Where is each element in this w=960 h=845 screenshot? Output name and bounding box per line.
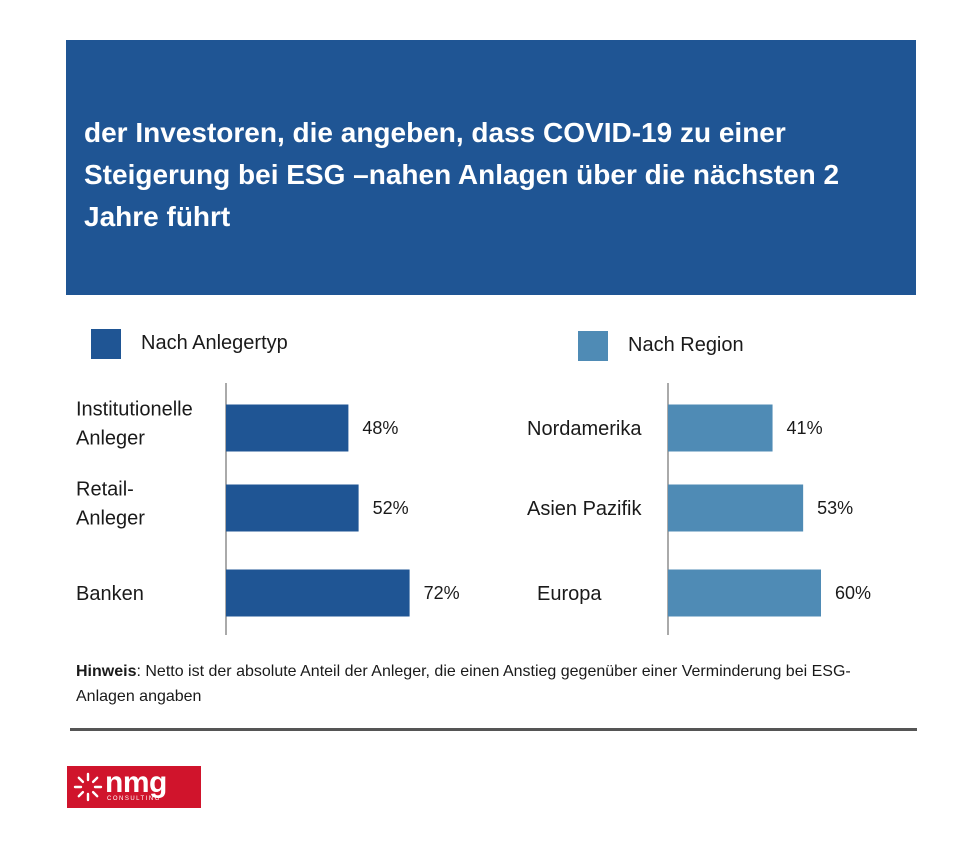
- chart-title: der Investoren, die angeben, dass COVID-…: [84, 117, 840, 232]
- value-label: 52%: [373, 498, 409, 518]
- nmg-logo: nmg CONSULTING: [67, 766, 201, 808]
- bar: [668, 484, 804, 532]
- category-label: Anleger: [76, 428, 145, 450]
- bar: [226, 484, 359, 532]
- category-label: Anleger: [76, 508, 145, 530]
- bar: [668, 404, 773, 452]
- starburst-icon: [73, 772, 103, 802]
- bar: [668, 569, 821, 617]
- category-label: Asien Pazifik: [527, 498, 642, 520]
- note-text: Hinweis: Netto ist der absolute Anteil d…: [76, 659, 856, 709]
- category-label: Nordamerika: [527, 418, 642, 440]
- legend-swatch-region: [578, 331, 608, 361]
- category-label: Retail-: [76, 479, 134, 501]
- note-body: : Netto ist der absolute Anteil der Anle…: [76, 663, 851, 705]
- bar: [226, 404, 349, 452]
- logo-sub: CONSULTING: [107, 796, 161, 802]
- note-label: Hinweis: [76, 663, 137, 680]
- header-banner: der Investoren, die angeben, dass COVID-…: [66, 40, 916, 295]
- value-label: 72%: [424, 583, 460, 603]
- category-label: Europa: [537, 583, 602, 605]
- value-label: 41%: [787, 418, 823, 438]
- value-label: 60%: [835, 583, 871, 603]
- legend-swatch-investor-type: [91, 329, 121, 359]
- legend-label-region: Nach Region: [628, 334, 744, 356]
- category-label: Banken: [76, 583, 144, 605]
- value-label: 48%: [362, 418, 398, 438]
- category-label: Institutionelle: [76, 399, 193, 421]
- value-label: 53%: [817, 498, 853, 518]
- logo-word: nmg: [105, 766, 167, 799]
- legend-label-investor-type: Nach Anlegertyp: [141, 332, 288, 354]
- bar: [226, 569, 410, 617]
- divider: [70, 728, 917, 731]
